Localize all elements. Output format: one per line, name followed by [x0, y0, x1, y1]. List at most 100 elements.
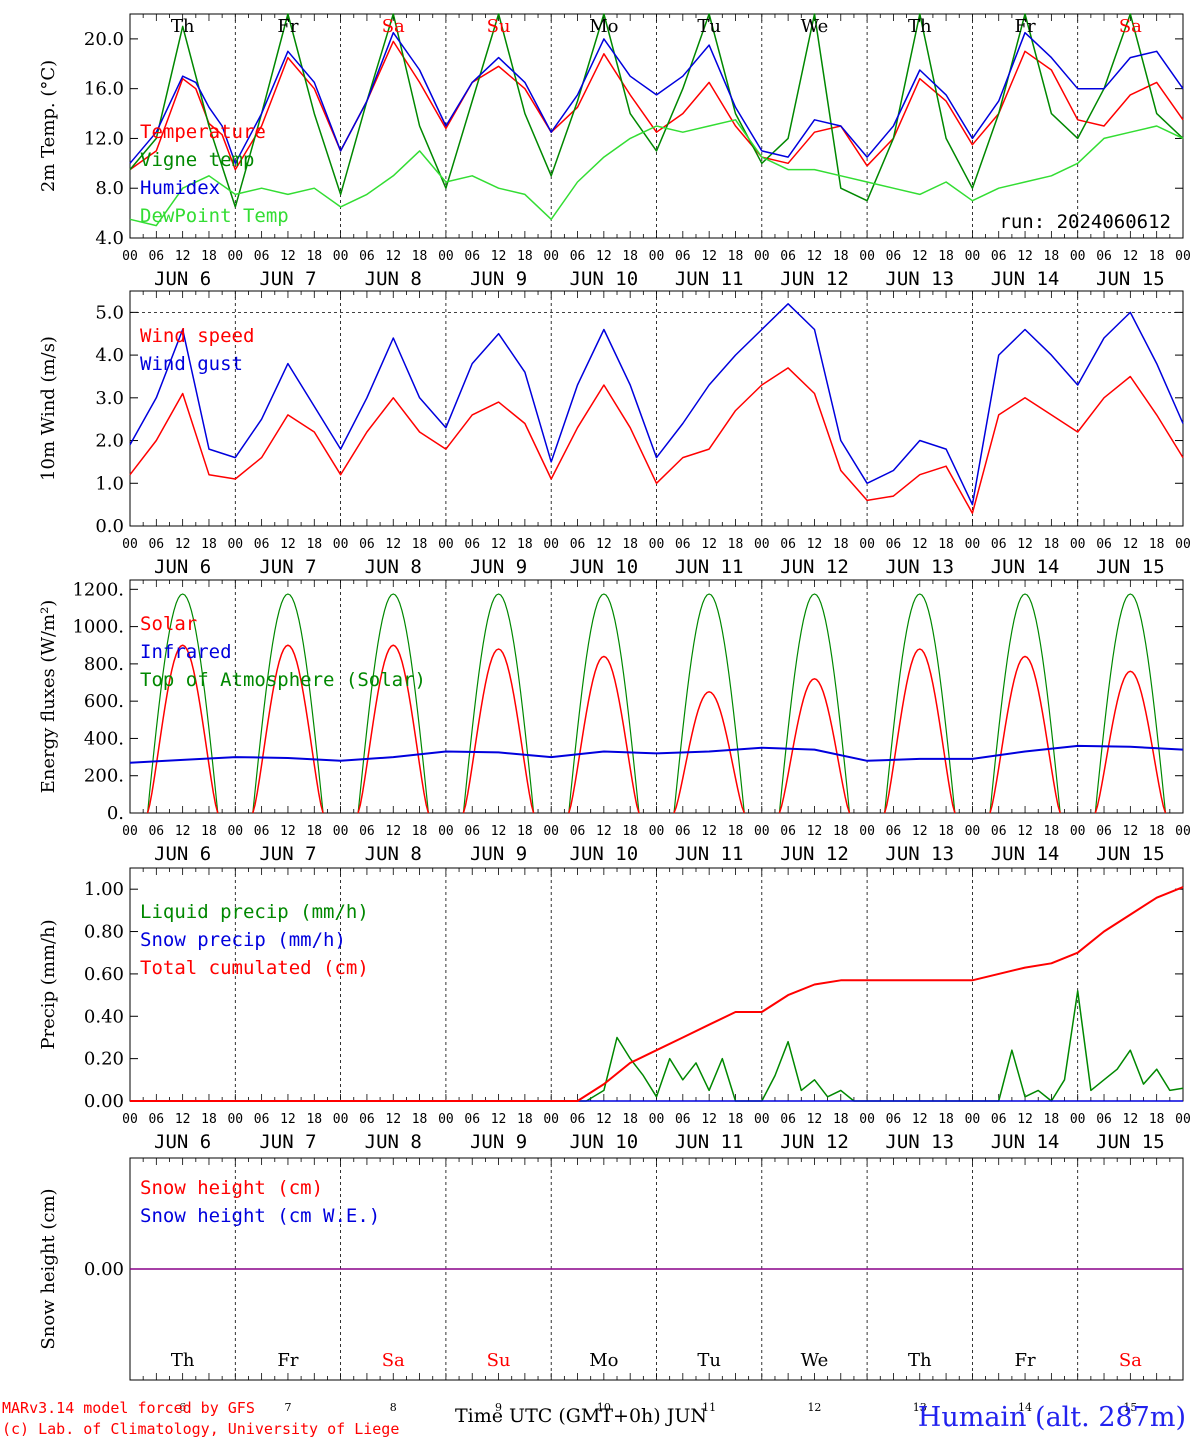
day-label: JUN 6 — [154, 268, 211, 290]
series-line-red — [129, 367, 1184, 514]
day-number: 11 — [702, 1401, 716, 1414]
day-label: JUN 14 — [991, 556, 1060, 578]
hour-tick-label: 12 — [1123, 1112, 1139, 1127]
hour-tick-label: 12 — [491, 249, 507, 264]
hour-tick-label: 00 — [333, 249, 349, 264]
legend-entry: Humidex — [140, 177, 220, 199]
series-line-blue — [129, 303, 1184, 506]
legend-entry: Vigne temp — [140, 149, 254, 171]
day-label: JUN 10 — [570, 1131, 639, 1153]
legend-entry: Infrared — [140, 641, 232, 663]
hour-tick-label: 12 — [385, 1112, 401, 1127]
hour-tick-label: 00 — [965, 1112, 981, 1127]
hour-tick-label: 00 — [227, 1112, 243, 1127]
weekday-label: Mo — [589, 1350, 618, 1371]
day-number: 14 — [1018, 1401, 1032, 1414]
hour-tick-label: 12 — [280, 249, 296, 264]
day-label: JUN 12 — [780, 268, 849, 290]
weekday-label: We — [801, 16, 829, 37]
hour-tick-label: 00 — [649, 249, 665, 264]
y-tick-label: 16.0 — [84, 79, 124, 100]
series-line-green — [129, 13, 1184, 208]
hour-tick-label: 00 — [859, 1112, 875, 1127]
y-tick-label: 1.0 — [95, 473, 124, 494]
hour-tick-label: 12 — [701, 1112, 717, 1127]
hour-tick-label: 00 — [543, 824, 559, 839]
hour-tick-label: 06 — [780, 824, 796, 839]
hour-tick-label: 00 — [227, 537, 243, 552]
hour-tick-label: 06 — [148, 249, 164, 264]
hour-tick-label: 12 — [1017, 537, 1033, 552]
hour-tick-label: 18 — [728, 537, 744, 552]
day-label: JUN 9 — [470, 268, 527, 290]
weekday-label: Th — [908, 1350, 932, 1371]
hour-tick-label: 06 — [148, 537, 164, 552]
day-label: JUN 10 — [570, 268, 639, 290]
hour-tick-label: 00 — [543, 249, 559, 264]
hour-tick-label: 06 — [886, 824, 902, 839]
y-tick-label: 12.0 — [84, 128, 124, 149]
series-line-blue — [129, 31, 1184, 165]
hour-tick-label: 18 — [1044, 537, 1060, 552]
legend-entry: Solar — [140, 613, 197, 635]
y-tick-label: 8.0 — [95, 178, 124, 199]
day-label: JUN 14 — [991, 1131, 1060, 1153]
day-label: JUN 8 — [365, 843, 422, 865]
day-number: 12 — [807, 1401, 821, 1414]
hour-tick-label: 18 — [622, 1112, 638, 1127]
hour-tick-label: 00 — [438, 824, 454, 839]
hour-tick-label: 06 — [570, 1112, 586, 1127]
series-line-red — [130, 886, 1184, 1102]
y-tick-label: 4.0 — [95, 228, 124, 249]
model-credit: MARv3.14 model forced by GFS — [2, 1399, 255, 1417]
day-label: JUN 15 — [1096, 556, 1165, 578]
series-line-lime — [129, 119, 1184, 227]
hour-tick-label: 12 — [175, 249, 191, 264]
legend-entry: Total cumulated (cm) — [140, 957, 369, 979]
legend-entry: Liquid precip (mm/h) — [140, 901, 369, 923]
hour-tick-label: 00 — [1070, 537, 1086, 552]
legend-entry: Wind speed — [140, 325, 254, 347]
weekday-label: Su — [487, 16, 511, 37]
hour-tick-label: 18 — [412, 1112, 428, 1127]
toa-solar-line — [673, 593, 745, 814]
day-label: JUN 11 — [675, 1131, 744, 1153]
day-label: JUN 15 — [1096, 843, 1165, 865]
day-label: JUN 6 — [154, 843, 211, 865]
weekday-label: Fr — [277, 1350, 298, 1371]
hour-tick-label: 06 — [675, 1112, 691, 1127]
hour-tick-label: 06 — [675, 249, 691, 264]
toa-solar-line — [1094, 593, 1167, 814]
hour-tick-label: 18 — [412, 537, 428, 552]
day-label: JUN 10 — [570, 843, 639, 865]
hour-tick-label: 18 — [517, 1112, 533, 1127]
hour-tick-label: 18 — [306, 249, 322, 264]
legend-entry: Snow height (cm) — [140, 1177, 323, 1199]
y-tick-label: 1000. — [72, 617, 124, 638]
hour-tick-label: 12 — [701, 249, 717, 264]
solar-line — [778, 678, 851, 814]
hour-tick-label: 12 — [175, 824, 191, 839]
legend-entry: Temperature — [140, 121, 266, 143]
y-tick-label: 600. — [84, 691, 124, 712]
toa-solar-line — [568, 593, 640, 814]
hour-tick-label: 06 — [886, 1112, 902, 1127]
hour-tick-label: 18 — [517, 824, 533, 839]
toa-solar-line — [778, 593, 851, 814]
y-tick-label: 3.0 — [95, 388, 124, 409]
hour-tick-label: 12 — [596, 249, 612, 264]
hour-tick-label: 12 — [1123, 824, 1139, 839]
hour-tick-label: 00 — [754, 249, 770, 264]
hour-tick-label: 18 — [938, 1112, 954, 1127]
hour-tick-label: 06 — [570, 249, 586, 264]
hour-tick-label: 00 — [1175, 824, 1191, 839]
hour-tick-label: 06 — [359, 249, 375, 264]
hour-tick-label: 18 — [1044, 249, 1060, 264]
hour-tick-label: 06 — [254, 249, 270, 264]
hour-tick-label: 06 — [254, 824, 270, 839]
hour-tick-label: 00 — [754, 824, 770, 839]
hour-tick-label: 06 — [1096, 537, 1112, 552]
toa-solar-line — [147, 593, 219, 814]
lab-credit: (c) Lab. of Climatology, University of L… — [2, 1420, 400, 1438]
